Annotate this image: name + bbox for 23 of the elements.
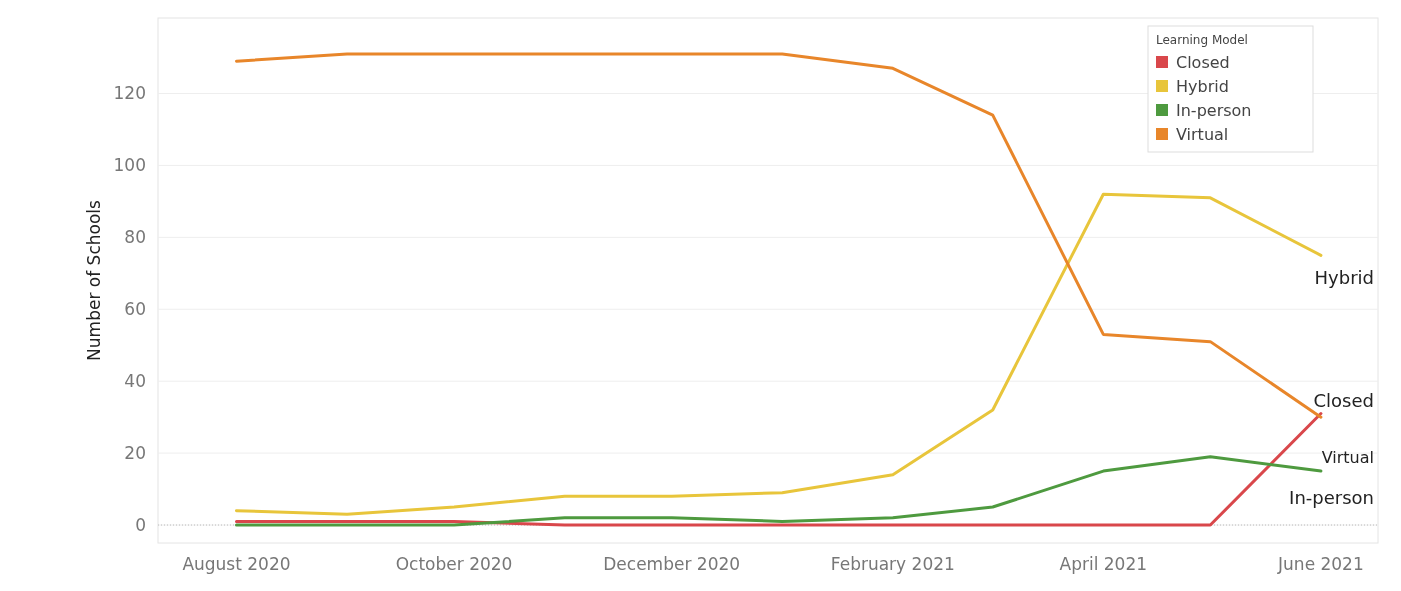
y-tick-label: 60 <box>124 299 146 320</box>
y-tick-label: 0 <box>135 514 146 535</box>
y-tick-label: 80 <box>124 227 146 248</box>
y-tick-label: 120 <box>113 83 146 104</box>
legend-label: Virtual <box>1176 124 1229 144</box>
x-tick-label: August 2020 <box>182 554 291 574</box>
x-tick-label: June 2021 <box>1277 554 1364 574</box>
legend-label: Hybrid <box>1176 76 1229 96</box>
x-tick-label: April 2021 <box>1059 554 1148 574</box>
y-tick-label: 40 <box>124 371 146 392</box>
y-tick-label: 100 <box>113 155 146 176</box>
legend-label: In-person <box>1176 100 1252 120</box>
annotation: In-person <box>1289 487 1374 509</box>
y-axis-title: Number of Schools <box>84 199 104 361</box>
legend-label: Closed <box>1176 52 1230 72</box>
x-tick-label: December 2020 <box>603 554 741 574</box>
annotation: Closed <box>1313 390 1374 412</box>
annotation: Virtual <box>1321 447 1374 467</box>
x-tick-label: October 2020 <box>395 554 513 574</box>
legend-title: Learning Model <box>1156 33 1248 47</box>
x-tick-label: February 2021 <box>830 554 955 574</box>
annotation: Hybrid <box>1314 267 1374 289</box>
y-tick-label: 20 <box>124 443 146 464</box>
